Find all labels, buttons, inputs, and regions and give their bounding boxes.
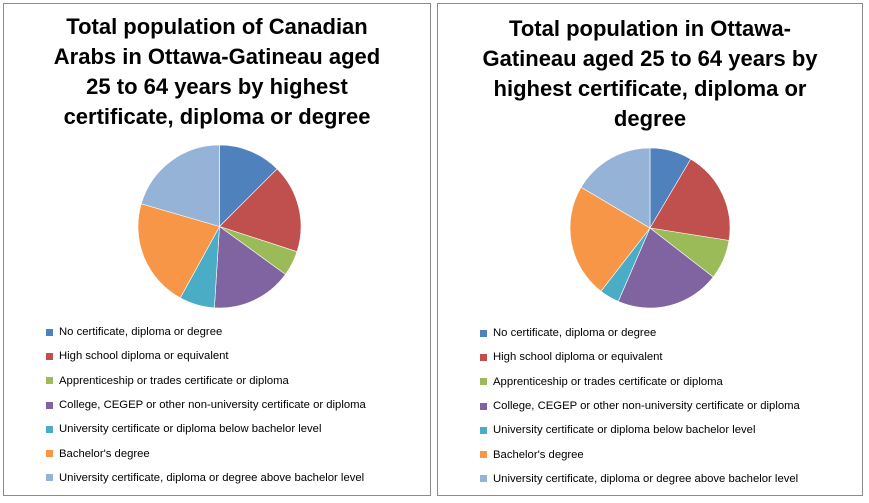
legend-item: Apprenticeship or trades certificate or … — [480, 370, 800, 394]
legend-label: No certificate, diploma or degree — [59, 326, 223, 339]
pie-chart — [137, 144, 302, 309]
legend-swatch — [46, 377, 53, 385]
legend: No certificate, diploma or degree High sc… — [46, 320, 366, 490]
legend-item: College, CEGEP or other non-university c… — [480, 394, 800, 418]
legend-label: High school diploma or equivalent — [493, 351, 663, 364]
pie-slice-2 — [649, 158, 731, 241]
legend-item: University certificate or diploma below … — [46, 417, 366, 441]
legend-item: Bachelor's degree — [480, 442, 800, 466]
legend-item: University certificate, diploma or degre… — [480, 467, 800, 491]
legend-swatch — [46, 328, 53, 336]
legend-item: High school diploma or equivalent — [46, 344, 366, 368]
legend-label: University certificate, diploma or degre… — [59, 471, 365, 484]
legend-swatch — [46, 450, 53, 458]
pie-slice-7 — [140, 144, 220, 227]
legend-label: College, CEGEP or other non-university c… — [493, 400, 800, 413]
legend-item: No certificate, diploma or degree — [480, 321, 800, 345]
legend-swatch — [480, 426, 487, 434]
chart-panel-total: Total population in Ottawa-Gatineau aged… — [437, 3, 863, 496]
pie-chart — [569, 147, 731, 309]
pie-slice-1 — [219, 144, 278, 228]
legend-label: No certificate, diploma or degree — [493, 327, 657, 340]
legend-item: University certificate, diploma or degre… — [46, 466, 366, 490]
legend-item: College, CEGEP or other non-university c… — [46, 393, 366, 417]
legend-swatch — [46, 474, 53, 482]
legend-swatch — [46, 352, 53, 360]
legend-label: University certificate, diploma or degre… — [493, 472, 799, 485]
pie-slice-4 — [617, 227, 714, 309]
legend-swatch — [480, 402, 487, 410]
pie-slice-4 — [214, 225, 286, 309]
legend-label: University certificate or diploma below … — [493, 424, 756, 437]
legend-label: Bachelor's degree — [59, 447, 150, 460]
legend-label: University certificate or diploma below … — [59, 423, 322, 436]
legend-item: Bachelor's degree — [46, 441, 366, 465]
legend-label: Apprenticeship or trades certificate or … — [493, 375, 723, 388]
legend-swatch — [46, 425, 53, 433]
pie-slice-6 — [569, 186, 651, 292]
pie-slice-2 — [218, 168, 302, 253]
chart-title: Total population in Ottawa-Gatineau aged… — [482, 16, 818, 131]
legend-label: Bachelor's degree — [493, 448, 584, 461]
pie-slice-6 — [137, 203, 220, 299]
legend-swatch — [480, 475, 487, 483]
legend-item: No certificate, diploma or degree — [46, 320, 366, 344]
legend-item: Apprenticeship or trades certificate or … — [46, 369, 366, 393]
legend: No certificate, diploma or degree High sc… — [480, 321, 800, 491]
chart-title: Total population of Canadian Arabs in Ot… — [53, 14, 381, 129]
legend-swatch — [480, 353, 487, 361]
legend-label: College, CEGEP or other non-university c… — [59, 399, 366, 412]
pie-slice-7 — [580, 147, 651, 229]
legend-swatch — [480, 451, 487, 459]
legend-swatch — [480, 378, 487, 386]
legend-label: Apprenticeship or trades certificate or … — [59, 374, 289, 387]
legend-item: University certificate or diploma below … — [480, 418, 800, 442]
legend-label: High school diploma or equivalent — [59, 350, 229, 363]
legend-item: High school diploma or equivalent — [480, 345, 800, 369]
legend-swatch — [46, 401, 53, 409]
legend-swatch — [480, 329, 487, 337]
chart-panel-arabs: Total population of Canadian Arabs in Ot… — [3, 3, 431, 496]
